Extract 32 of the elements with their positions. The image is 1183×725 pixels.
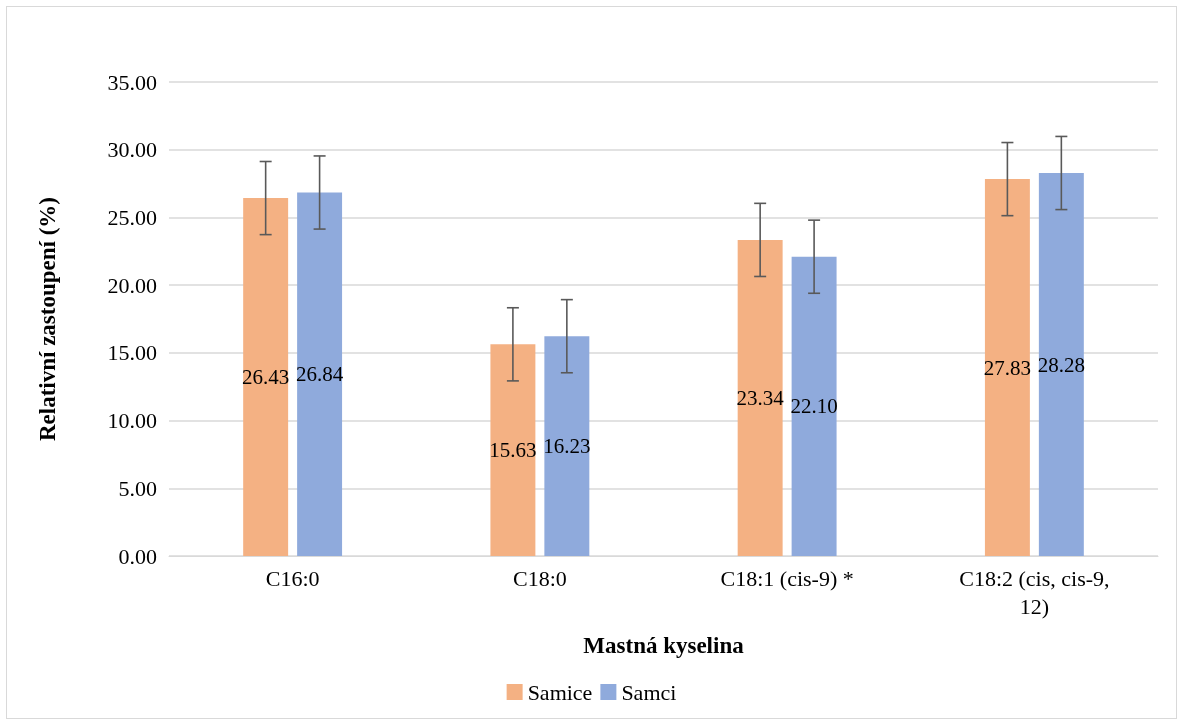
bar (490, 344, 536, 556)
bar (1038, 173, 1084, 556)
data-label: 15.63 (489, 438, 537, 463)
y-tick-label: 10.00 (107, 408, 157, 434)
bar (297, 192, 343, 556)
y-tick-label: 0.00 (118, 543, 157, 569)
bar (984, 179, 1030, 556)
x-tick-label: C16:0 (265, 565, 320, 591)
y-tick-label: 30.00 (107, 137, 157, 163)
legend-label: Samci (621, 679, 677, 705)
x-tick-label: C18:1 (cis-9) * (720, 565, 854, 591)
data-label: 22.10 (790, 394, 838, 419)
data-label: 28.28 (1037, 352, 1085, 377)
y-tick-label: 5.00 (118, 475, 157, 501)
data-label: 26.43 (242, 365, 290, 390)
x-tick-label: C18:0 (512, 565, 567, 591)
data-label: 26.84 (295, 362, 344, 387)
bar (544, 336, 590, 556)
y-tick-label: 15.00 (107, 340, 157, 366)
legend-label: Samice (527, 679, 593, 705)
y-tick-label: 35.00 (107, 69, 157, 95)
x-axis-title: Mastná kyselina (583, 633, 745, 658)
y-axis-title: Relativní zastoupení (%) (35, 196, 60, 442)
y-tick-label: 20.00 (107, 272, 157, 298)
bar (791, 256, 837, 556)
data-label: 27.83 (983, 355, 1032, 380)
data-label: 16.23 (543, 434, 591, 459)
x-tick-label: C18:2 (cis, cis-9,12) (959, 565, 1110, 619)
bar (243, 198, 289, 556)
bar (737, 239, 783, 556)
data-label: 23.34 (736, 385, 785, 410)
y-tick-label: 25.00 (107, 204, 157, 230)
